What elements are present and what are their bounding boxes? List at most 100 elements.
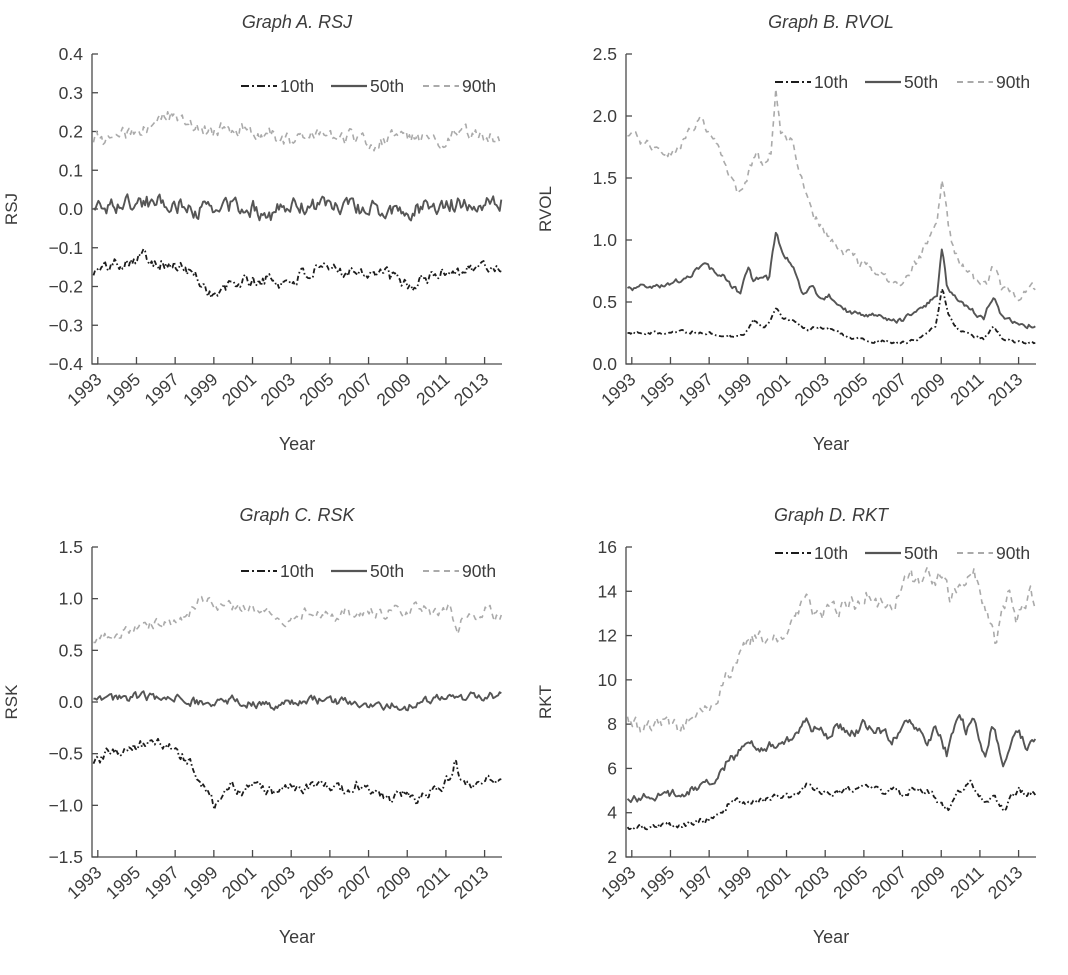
x-tick-label: 2005 [295,369,337,410]
x-tick-label: 1995 [636,369,678,410]
y-tick-label: −0.2 [48,277,83,297]
panel-a-x-axis-label: Year [278,434,316,454]
x-tick-label: 1997 [675,369,717,410]
x-tick-label: 2003 [257,862,299,903]
series-10th-percentile [626,779,1037,831]
legend-label-10th: 10th [814,543,848,563]
panel-a-chart: 0.40.30.20.10.0−0.1−0.2−0.3−0.4199319951… [48,44,503,410]
series-90th-percentile [92,111,502,152]
y-tick-label: 0.0 [593,354,618,374]
x-tick-label: 1995 [102,369,144,410]
legend-label-10th: 10th [814,72,848,92]
x-tick-label: 2005 [829,862,871,903]
y-tick-label: −0.5 [48,744,83,764]
axes [625,53,1036,365]
panel-graph-d-rkt: Graph D. RKT RKT 16 14 12 10 8 6 4 2 1993 1995 199… [534,497,1068,971]
x-tick-label: 2003 [791,862,833,903]
series-90th-percentile [93,595,503,644]
y-tick-label: 1.0 [593,230,618,250]
x-tick-label: 2003 [257,369,299,410]
x-tick-label: 2001 [218,862,260,903]
y-tick-label: −0.3 [48,315,83,335]
x-tick-label: 2007 [334,369,376,410]
axis-lines [91,547,502,858]
panel-graph-a-rsj: Graph A. RSJ RSJ 0.4 0.3 0.2 0.1 0.0 −0.1 −0.2… [0,4,534,478]
legend-label-50th: 50th [904,72,938,92]
x-tick-label: 1999 [713,862,755,903]
legend: 10th 50th 90th [775,72,1030,92]
legend: 10th 50th 90th [775,543,1030,563]
panel-d-chart: 16 14 12 10 8 6 4 21993199519971999200120032005… [597,537,1037,903]
series-50th-percentile [626,714,1037,804]
y-tick-label: 1.5 [59,537,83,557]
x-tick-label: 1997 [141,862,183,903]
y-tick-label: 10 [598,670,618,690]
x-tick-label: 2007 [868,369,910,410]
y-tick-label: 1.5 [593,168,617,188]
x-tick-label: 2007 [868,862,910,903]
y-tick-label: 0.1 [59,160,83,180]
panel-b-chart: 2.52.01.51.00.50.01993199519971999200120… [593,44,1036,410]
series-10th-percentile [627,288,1036,346]
legend-label-50th: 50th [904,543,938,563]
panel-c-x-axis-label: Year [278,927,316,947]
panel-c-chart: 1.5 1.0 0.5 0.0 −0.5 −1.0 −1.51993199519971999… [48,537,503,903]
x-tick-label: 2001 [218,369,260,410]
axis-lines [625,54,1036,365]
x-tick-label: 2001 [752,369,794,410]
x-tick-label: 1993 [63,369,105,410]
legend-label-90th: 90th [462,561,496,581]
y-tick-label: 0.0 [59,199,84,219]
x-tick-label: 2011 [946,862,987,902]
y-tick-label: 0.2 [59,122,83,142]
y-tick-label: 8 [607,714,617,734]
panel-b-x-axis-label: Year [812,434,850,454]
y-tick-label: 0.4 [59,44,84,64]
y-tick-label: 16 [598,537,617,557]
y-tick-label: −0.4 [48,354,83,374]
y-tick-label: −1.5 [48,847,83,867]
axis-lines [625,547,1036,858]
x-tick-label: 2009 [373,862,415,903]
y-tick-label: 14 [598,581,618,601]
legend-label-90th: 90th [996,543,1030,563]
x-tick-label: 1995 [636,862,678,903]
x-tick-label: 2007 [334,862,376,903]
series-10th-percentile [92,737,502,811]
x-tick-label: 1997 [675,862,717,903]
x-tick-label: 2009 [907,862,949,903]
y-tick-label: 4 [607,803,617,823]
x-tick-label: 1993 [597,862,639,903]
series-50th-percentile [92,193,503,222]
x-tick-label: 2013 [984,369,1026,410]
x-tick-label: 2001 [752,862,794,903]
x-tick-label: 1995 [102,862,144,903]
series-90th-percentile [626,566,1037,734]
legend-label-50th: 50th [370,561,404,581]
x-tick-label: 2013 [450,369,492,410]
axis-lines [91,54,502,365]
x-tick-label: 2009 [907,369,949,410]
y-tick-label: 12 [598,626,617,646]
y-tick-label: 1.0 [59,589,84,609]
legend-label-90th: 90th [462,76,496,96]
x-tick-label: 1999 [179,369,221,410]
axes [91,546,502,858]
legend: 10th 50th 90th [241,76,496,96]
y-tick-label: 0.3 [59,83,83,103]
x-tick-label: 2013 [984,862,1026,903]
tick-labels: 2.52.01.51.00.50.01993199519971999200120… [593,44,1027,410]
panel-graph-b-rvol: Graph B. RVOL RVOL 2.5 2.0 1.5 1.0 0.5 0.0 199… [534,4,1068,478]
y-tick-label: 0.0 [59,692,84,712]
panel-c-title: Graph C. RSK [239,505,355,525]
x-tick-label: 2005 [829,369,871,410]
tick-labels: 0.40.30.20.10.0−0.1−0.2−0.3−0.4199319951… [48,44,492,410]
x-tick-label: 2011 [412,862,453,902]
series-90th-percentile [627,88,1036,302]
y-tick-label: 0.5 [593,292,617,312]
x-tick-label: 2013 [450,862,492,903]
tick-labels: 1.5 1.0 0.5 0.0 −0.5 −1.0 −1.51993199519971999… [48,537,492,903]
legend: 10th 50th 90th [241,561,496,581]
series-50th-percentile [627,231,1036,330]
